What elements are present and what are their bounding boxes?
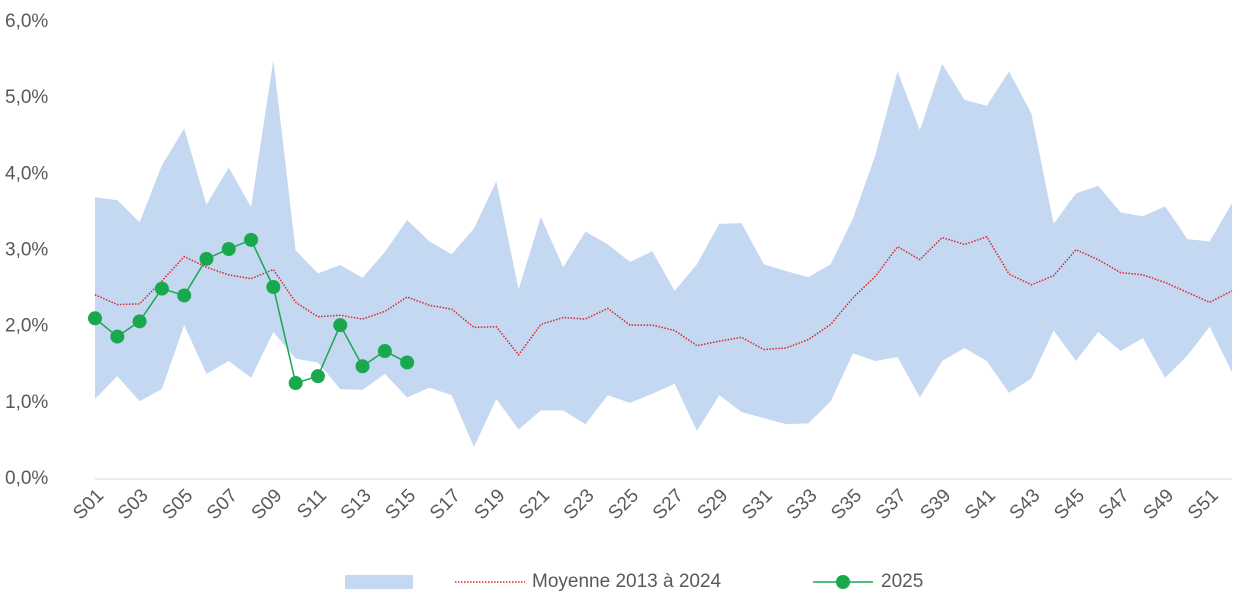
legend-swatch xyxy=(345,575,413,589)
y-tick-label: 4,0% xyxy=(5,163,48,184)
series-marker xyxy=(377,344,392,359)
x-tick-label: S05 xyxy=(159,485,198,524)
x-tick-label: S47 xyxy=(1095,485,1134,524)
legend-label: 2025 xyxy=(881,571,923,592)
series-marker xyxy=(244,232,259,247)
series-marker xyxy=(88,311,102,326)
y-tick-label: 5,0% xyxy=(5,87,48,108)
series-marker xyxy=(400,355,415,370)
legend-label: Moyenne 2013 à 2024 xyxy=(532,571,722,592)
x-tick-label: S21 xyxy=(515,485,554,524)
series-marker xyxy=(110,329,125,344)
y-tick-label: 3,0% xyxy=(5,240,48,261)
x-tick-label: S35 xyxy=(827,485,866,524)
x-tick-label: S51 xyxy=(1184,485,1223,524)
legend-marker xyxy=(836,575,850,589)
x-tick-label: S45 xyxy=(1050,485,1089,524)
x-tick-label: S29 xyxy=(694,485,733,524)
x-tick-label: S49 xyxy=(1139,485,1178,524)
series-marker xyxy=(333,318,348,333)
band-area xyxy=(95,60,1232,448)
x-tick-label: S17 xyxy=(426,485,465,524)
y-tick-label: 2,0% xyxy=(5,316,48,337)
series-marker xyxy=(355,359,370,374)
x-tick-label: S03 xyxy=(114,485,153,524)
series-marker xyxy=(310,369,325,384)
x-tick-label: S41 xyxy=(961,485,1000,524)
series-marker xyxy=(132,314,147,329)
series-marker xyxy=(221,241,236,256)
x-tick-label: S07 xyxy=(203,485,242,524)
series-marker xyxy=(266,280,281,295)
x-tick-label: S27 xyxy=(649,485,688,524)
x-tick-label: S01 xyxy=(69,485,108,524)
x-tick-label: S19 xyxy=(471,485,510,524)
x-tick-label: S23 xyxy=(560,485,599,524)
series-marker xyxy=(177,288,192,303)
series-marker xyxy=(199,251,214,266)
x-tick-label: S13 xyxy=(337,485,376,524)
series-marker xyxy=(154,281,169,296)
y-tick-label: 6,0% xyxy=(5,11,48,32)
series-marker xyxy=(288,376,303,391)
x-tick-label: S31 xyxy=(738,485,777,524)
x-tick-label: S33 xyxy=(783,485,822,524)
x-tick-label: S37 xyxy=(872,485,911,524)
x-tick-label: S39 xyxy=(917,485,956,524)
series-line xyxy=(94,235,1233,357)
y-tick-label: 1,0% xyxy=(5,392,48,413)
x-tick-label: S09 xyxy=(248,485,287,524)
x-tick-label: S15 xyxy=(381,485,420,524)
x-tick-label: S43 xyxy=(1006,485,1045,524)
y-tick-label: 0,0% xyxy=(5,468,48,489)
x-tick-label: S11 xyxy=(293,485,331,523)
x-tick-label: S25 xyxy=(604,485,643,524)
